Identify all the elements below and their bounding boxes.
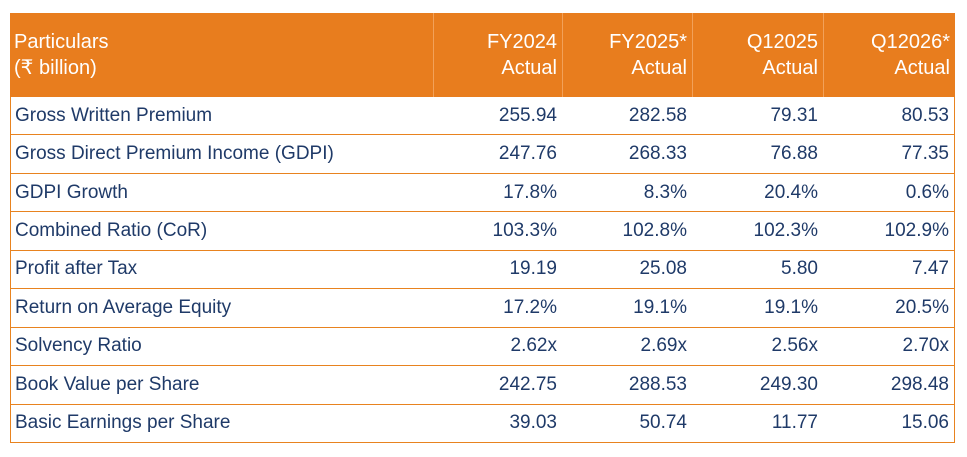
cell-value: 79.31 bbox=[770, 104, 818, 126]
table-row-gdpi-growth: GDPI Growth 17.8% 8.3% 20.4% 0.6% bbox=[11, 172, 954, 211]
cell-value: 7.47 bbox=[912, 258, 949, 280]
cell-value: 17.2% bbox=[503, 296, 557, 318]
cell-value: 255.94 bbox=[498, 104, 557, 126]
header-period: FY2024 bbox=[486, 31, 557, 53]
table-row-solvency-ratio: Solvency Ratio 2.62x 2.69x 2.56x 2.70x bbox=[11, 326, 954, 365]
header-period-sub: Actual bbox=[631, 57, 687, 79]
cell-value: 2.70x bbox=[902, 335, 949, 357]
table-row-combined-ratio: Combined Ratio (CoR) 103.3% 102.8% 102.3… bbox=[11, 211, 954, 249]
cell-value: 2.56x bbox=[771, 335, 818, 357]
cell-value: 249.30 bbox=[759, 373, 818, 395]
table-row-gross-written-premium: Gross Written Premium 255.94 282.58 79.3… bbox=[11, 97, 954, 134]
header-period-sub: Actual bbox=[501, 57, 557, 79]
cell-value: 102.8% bbox=[622, 220, 687, 242]
table-row-profit-after-tax: Profit after Tax 19.19 25.08 5.80 7.47 bbox=[11, 249, 954, 288]
header-period-sub: Actual bbox=[894, 57, 950, 79]
cell-value: 17.8% bbox=[503, 181, 557, 203]
row-label: Solvency Ratio bbox=[15, 335, 142, 357]
cell-value: 19.1% bbox=[633, 296, 687, 318]
table-body: Gross Written Premium 255.94 282.58 79.3… bbox=[10, 97, 955, 443]
cell-value: 242.75 bbox=[498, 373, 557, 395]
header-cell-q12025: Q12025 Actual bbox=[692, 13, 823, 97]
cell-value: 2.62x bbox=[510, 335, 557, 357]
cell-value: 102.3% bbox=[753, 220, 818, 242]
cell-value: 15.06 bbox=[901, 412, 949, 434]
cell-value: 282.58 bbox=[628, 104, 687, 126]
header-period: Q12025 bbox=[746, 31, 818, 53]
cell-value: 19.1% bbox=[764, 296, 818, 318]
cell-value: 288.53 bbox=[628, 373, 687, 395]
header-period-sub: Actual bbox=[762, 57, 818, 79]
row-label: Book Value per Share bbox=[15, 373, 200, 395]
cell-value: 50.74 bbox=[639, 412, 687, 434]
table-row-gdpi: Gross Direct Premium Income (GDPI) 247.7… bbox=[11, 134, 954, 172]
header-particulars-line2: (₹ billion) bbox=[14, 57, 97, 79]
financial-results-table: Particulars (₹ billion) FY2024 Actual FY… bbox=[10, 13, 955, 443]
cell-value: 103.3% bbox=[492, 220, 557, 242]
cell-value: 102.9% bbox=[884, 220, 949, 242]
cell-value: 247.76 bbox=[498, 143, 557, 165]
header-cell-fy2025: FY2025* Actual bbox=[562, 13, 692, 97]
row-label: Combined Ratio (CoR) bbox=[15, 220, 208, 242]
cell-value: 20.5% bbox=[895, 296, 949, 318]
cell-value: 5.80 bbox=[781, 258, 818, 280]
cell-value: 11.77 bbox=[771, 412, 818, 434]
cell-value: 2.69x bbox=[640, 335, 687, 357]
cell-value: 77.35 bbox=[901, 143, 949, 165]
row-label: Return on Average Equity bbox=[15, 296, 232, 318]
row-label: Gross Written Premium bbox=[15, 104, 213, 126]
cell-value: 19.19 bbox=[509, 258, 557, 280]
table-row-book-value-per-share: Book Value per Share 242.75 288.53 249.3… bbox=[11, 365, 954, 403]
row-label: Gross Direct Premium Income (GDPI) bbox=[15, 143, 334, 165]
cell-value: 268.33 bbox=[628, 143, 687, 165]
cell-value: 20.4% bbox=[764, 181, 818, 203]
header-cell-particulars: Particulars (₹ billion) bbox=[10, 13, 433, 97]
header-cell-q12026: Q12026* Actual bbox=[823, 13, 955, 97]
row-label: Basic Earnings per Share bbox=[15, 412, 231, 434]
header-period: FY2025* bbox=[609, 31, 687, 53]
cell-value: 25.08 bbox=[639, 258, 687, 280]
table-header-row: Particulars (₹ billion) FY2024 Actual FY… bbox=[10, 13, 955, 97]
cell-value: 0.6% bbox=[905, 181, 949, 203]
cell-value: 8.3% bbox=[643, 181, 687, 203]
cell-value: 298.48 bbox=[890, 373, 949, 395]
header-period: Q12026* bbox=[871, 31, 950, 53]
cell-value: 80.53 bbox=[901, 104, 949, 126]
cell-value: 39.03 bbox=[509, 412, 557, 434]
table-row-return-on-average-equity: Return on Average Equity 17.2% 19.1% 19.… bbox=[11, 288, 954, 326]
row-label: Profit after Tax bbox=[15, 258, 138, 280]
table-row-basic-eps: Basic Earnings per Share 39.03 50.74 11.… bbox=[11, 403, 954, 442]
cell-value: 76.88 bbox=[770, 143, 818, 165]
header-particulars-line1: Particulars bbox=[14, 31, 109, 53]
row-label: GDPI Growth bbox=[15, 181, 128, 203]
header-cell-fy2024: FY2024 Actual bbox=[433, 13, 562, 97]
